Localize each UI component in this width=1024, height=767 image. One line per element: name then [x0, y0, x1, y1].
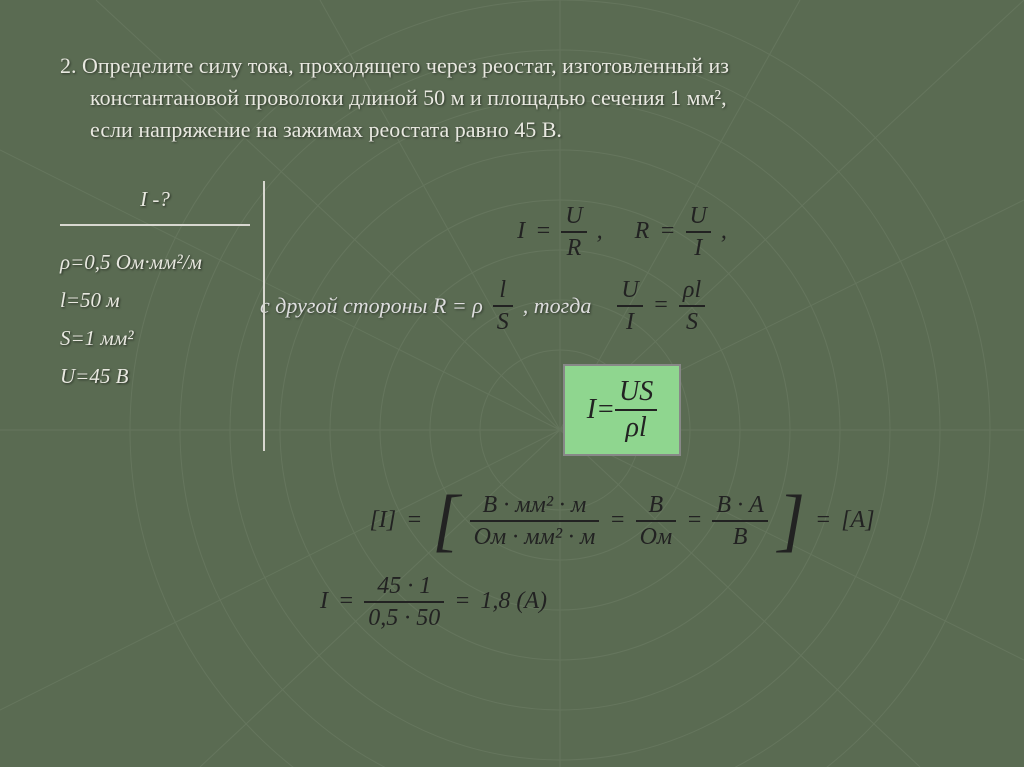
- frac-top: U: [561, 204, 586, 231]
- problem-line3: если напряжение на зажимах реостата равн…: [60, 114, 964, 146]
- given-U: U=45 В: [60, 358, 250, 396]
- calc-eq2: =: [454, 588, 470, 615]
- boxed-bot: ρl: [622, 411, 651, 442]
- problem-line1: Определите силу тока, проходящего через …: [82, 53, 729, 78]
- sym-eq3: =: [653, 292, 669, 319]
- formula-boxed: I = US ρl: [563, 364, 681, 456]
- dim2-top: В: [645, 493, 668, 520]
- calc-bot: 0,5 · 50: [364, 603, 444, 630]
- vertical-separator: [263, 181, 265, 451]
- frac-UI: U I: [686, 204, 711, 260]
- calc-top: 45 · 1: [373, 574, 435, 601]
- dim-frac3: В · А В: [712, 493, 767, 549]
- bracket-open: [: [432, 486, 459, 556]
- given-S: S=1 мм²: [60, 320, 250, 358]
- prose-right: , тогда: [523, 293, 592, 319]
- given-l: l=50 м: [60, 282, 250, 320]
- problem-statement: 2. Определите силу тока, проходящего чер…: [60, 50, 964, 146]
- dim1-top: В · мм² · м: [479, 493, 591, 520]
- dim3-bot: В: [729, 522, 752, 549]
- frac-U2: U: [617, 278, 642, 305]
- prose-left: с другой стороны R = ρ: [260, 293, 483, 319]
- dim-eq4: =: [815, 507, 831, 534]
- calc-eq: =: [338, 588, 354, 615]
- dim3-top: В · А: [712, 493, 767, 520]
- boxed-eq: =: [596, 394, 615, 426]
- given-rho: ρ=0,5 Ом·мм²/м: [60, 244, 250, 282]
- boxed-I: I: [587, 394, 596, 426]
- solution-column: I = U R , R = U I ,: [280, 181, 964, 648]
- dimensional-analysis: [I] = [ В · мм² · м Ом · мм² · м = В Ом: [280, 486, 964, 556]
- find-variable: I -?: [60, 181, 250, 227]
- frac-l: l: [495, 278, 510, 305]
- frac-UR: U R: [561, 204, 586, 260]
- problem-number: 2.: [60, 53, 77, 78]
- calc-frac: 45 · 1 0,5 · 50: [364, 574, 444, 630]
- dim1-bot: Ом · мм² · м: [470, 522, 600, 549]
- sym-comma2: ,: [721, 218, 727, 245]
- dim-I: [I]: [369, 507, 396, 534]
- frac-bot: R: [563, 233, 586, 260]
- problem-line2: константановой проволоки длиной 50 м и п…: [60, 82, 964, 114]
- slide-content: 2. Определите силу тока, проходящего чер…: [0, 0, 1024, 698]
- frac-S2: S: [682, 307, 702, 334]
- frac-lS: l S: [493, 278, 513, 334]
- dim-frac1: В · мм² · м Ом · мм² · м: [470, 493, 600, 549]
- bracket-close: ]: [778, 486, 805, 556]
- dim2-bot: Ом: [636, 522, 677, 549]
- dim-result: [А]: [841, 507, 874, 534]
- dim-chain: В · мм² · м Ом · мм² · м = В Ом = В · А: [470, 493, 768, 549]
- sym-comma: ,: [597, 218, 603, 245]
- frac-bot2: I: [690, 233, 706, 260]
- numeric-calculation: I = 45 · 1 0,5 · 50 = 1,8 (А): [320, 574, 964, 630]
- dim-eq2: =: [609, 507, 625, 534]
- frac-rholS: ρl S: [679, 278, 705, 334]
- dim-frac2: В Ом: [636, 493, 677, 549]
- frac-rhol: ρl: [679, 278, 705, 305]
- boxed-top: US: [615, 378, 657, 409]
- formula-boxed-row: I = US ρl: [280, 352, 964, 468]
- sym-eq2: =: [659, 218, 675, 245]
- frac-top2: U: [686, 204, 711, 231]
- dim-eq3: =: [686, 507, 702, 534]
- given-and-solution: I -? ρ=0,5 Ом·мм²/м l=50 м S=1 мм² U=45 …: [60, 181, 964, 648]
- frac-I2: I: [622, 307, 638, 334]
- dim-eq: =: [406, 507, 422, 534]
- sym-eq: =: [535, 218, 551, 245]
- sym-I: I: [517, 218, 525, 245]
- formula-derivation: с другой стороны R = ρ l S , тогда U I =…: [260, 278, 964, 334]
- boxed-frac: US ρl: [615, 378, 657, 442]
- formula-basic: I = U R , R = U I ,: [280, 204, 964, 260]
- calc-I: I: [320, 588, 328, 615]
- frac-UI2: U I: [617, 278, 642, 334]
- given-column: I -? ρ=0,5 Ом·мм²/м l=50 м S=1 мм² U=45 …: [60, 181, 250, 648]
- frac-S: S: [493, 307, 513, 334]
- final-answer: 1,8 (А): [480, 588, 547, 615]
- sym-R: R: [635, 218, 650, 245]
